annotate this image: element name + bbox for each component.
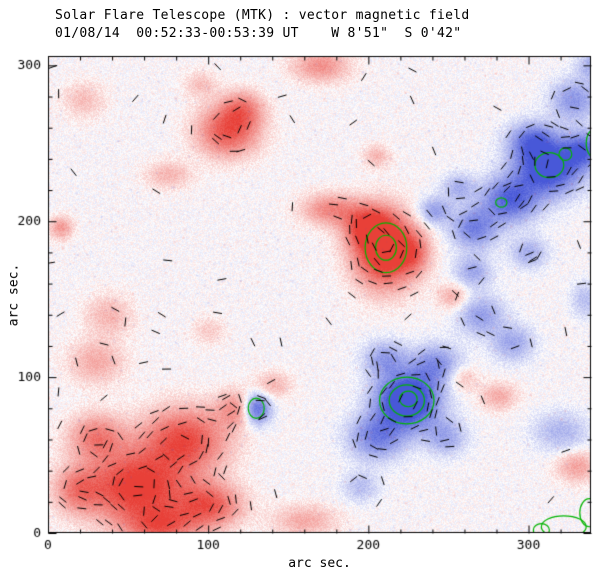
page-title: Solar Flare Telescope (MTK) : vector mag… bbox=[55, 8, 470, 23]
y-axis-label: arc sec. bbox=[6, 263, 22, 327]
x-axis-label: arc sec. bbox=[288, 556, 351, 571]
observation-subtitle: 01/08/14 00:52:33-00:53:39 UT W 8'51" S … bbox=[55, 26, 462, 41]
